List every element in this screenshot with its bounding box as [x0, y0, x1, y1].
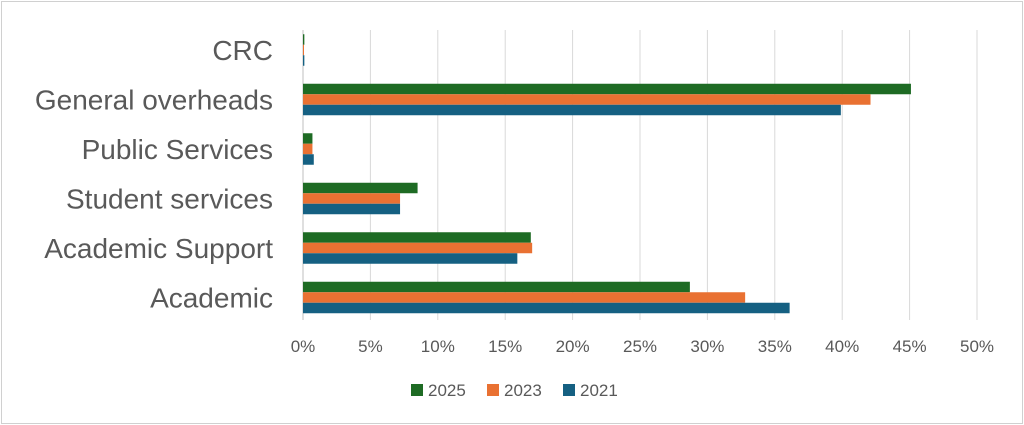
- legend-label-2023: 2023: [504, 381, 542, 400]
- bar-academic-support-2021: [303, 253, 518, 264]
- bar-general-overheads-2025: [303, 83, 911, 95]
- x-tick-20: 20%: [556, 337, 590, 356]
- x-tick-35: 35%: [758, 337, 792, 356]
- legend: 2025 2023 2021: [411, 381, 618, 400]
- category-label-public-services: Public Services: [82, 134, 273, 165]
- bar-public-services-2021: [303, 154, 314, 165]
- category-label-academic-support: Academic Support: [44, 233, 273, 264]
- x-tick-10: 10%: [421, 337, 455, 356]
- bar-student-services-2025: [303, 182, 418, 194]
- x-tick-30: 30%: [690, 337, 724, 356]
- gridlines: [302, 30, 978, 320]
- x-tick-labels: 0% 5% 10% 15% 20% 25% 30% 35% 40% 45% 50%: [291, 337, 994, 356]
- bar-general-overheads-2021: [303, 104, 841, 116]
- bars: [303, 34, 911, 314]
- bar-academic-support-2023: [303, 242, 533, 254]
- bar-general-overheads-2023: [303, 94, 871, 105]
- x-tick-0: 0%: [291, 337, 316, 356]
- bar-crc-2025: [303, 34, 305, 45]
- legend-swatch-2025: [411, 384, 423, 396]
- x-tick-15: 15%: [488, 337, 522, 356]
- x-tick-5: 5%: [358, 337, 383, 356]
- legend-label-2025: 2025: [428, 381, 466, 400]
- category-label-student-services: Student services: [66, 184, 273, 215]
- bar-crc-2023: [303, 44, 304, 56]
- category-labels: CRC General overheads Public Services Stude…: [35, 35, 273, 314]
- x-tick-45: 45%: [893, 337, 927, 356]
- bar-student-services-2023: [303, 193, 401, 204]
- bar-student-services-2021: [303, 203, 401, 215]
- bar-academic-2025: [303, 281, 690, 293]
- x-tick-50: 50%: [960, 337, 994, 356]
- legend-swatch-2021: [563, 384, 575, 396]
- category-label-crc: CRC: [212, 35, 273, 66]
- bar-public-services-2023: [303, 143, 313, 155]
- legend-swatch-2023: [487, 384, 499, 396]
- bar-academic-2023: [303, 292, 746, 303]
- bar-academic-support-2025: [303, 232, 531, 243]
- x-tick-25: 25%: [623, 337, 657, 356]
- legend-label-2021: 2021: [580, 381, 618, 400]
- bar-academic-2021: [303, 302, 790, 314]
- x-tick-40: 40%: [825, 337, 859, 356]
- category-label-general-overheads: General overheads: [35, 85, 273, 116]
- bar-public-services-2025: [303, 133, 313, 144]
- category-label-academic: Academic: [150, 283, 273, 314]
- bar-crc-2021: [303, 55, 305, 66]
